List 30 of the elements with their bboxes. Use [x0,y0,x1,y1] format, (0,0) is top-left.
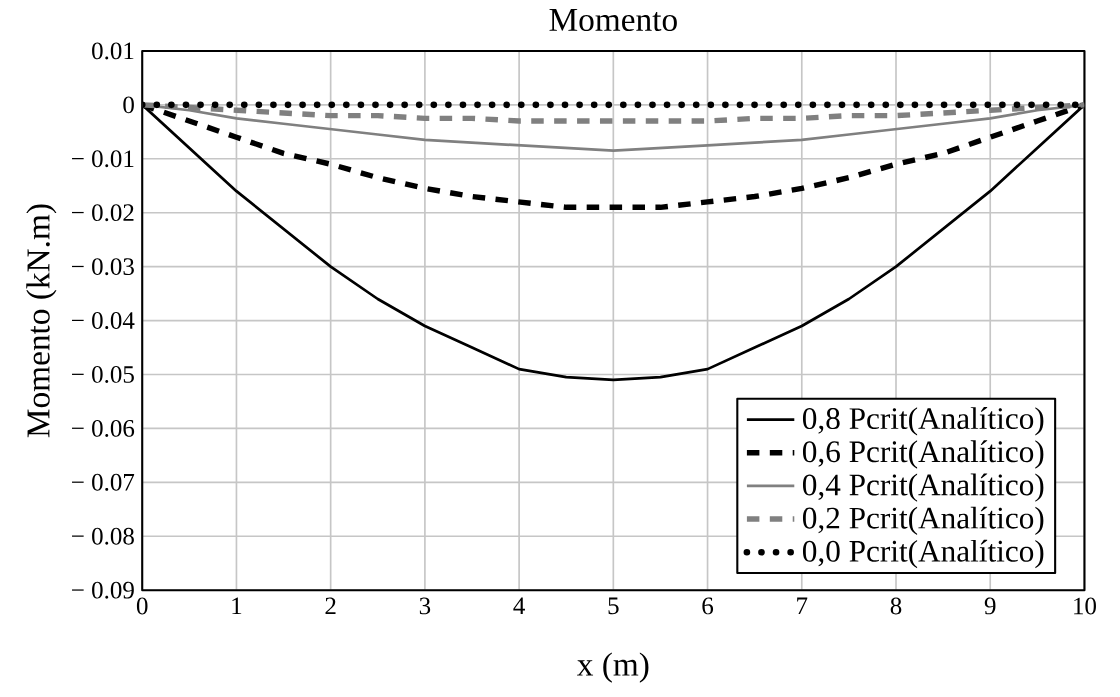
legend-label: 0,6 Pcrit(Analítico) [802,440,1044,469]
x-tick-label: 3 [419,597,431,615]
y-tick-label: − 0.08 [72,527,134,545]
y-tick-label: − 0.09 [72,581,134,599]
y-tick-label: − 0.01 [72,150,134,168]
y-tick-label: − 0.07 [72,473,135,491]
x-tick-label: 0 [136,597,148,615]
y-tick-label: − 0.03 [72,258,134,276]
y-tick-label: − 0.02 [72,204,134,222]
x-tick-label: 5 [608,597,619,615]
y-tick-label: 0.01 [92,42,134,60]
x-axis-title: x (m) [577,652,649,683]
x-tick-label: 10 [1074,597,1096,615]
legend-label: 0,8 Pcrit(Analítico) [802,407,1044,436]
x-tick-label: 6 [702,597,714,615]
legend-label: 0,4 Pcrit(Analítico) [802,473,1044,502]
legend-label: 0,0 Pcrit(Analítico) [802,539,1044,569]
y-tick-label: − 0.05 [72,366,134,384]
x-tick-label: 2 [325,597,336,615]
y-tick-label: − 0.04 [72,312,135,330]
x-tick-label: 7 [797,597,808,614]
x-tick-label: 4 [513,597,525,615]
chart-title: Momento [549,9,677,32]
x-tick-label: 1 [232,597,242,615]
y-axis-title: Momento (kN.m) [26,204,57,438]
x-tick-label: 8 [890,597,902,615]
x-tick-label: 9 [984,597,996,615]
y-tick-label: − 0.06 [72,420,135,437]
legend-label: 0,2 Pcrit(Analítico) [802,506,1044,536]
y-tick-label: 0 [123,96,134,114]
